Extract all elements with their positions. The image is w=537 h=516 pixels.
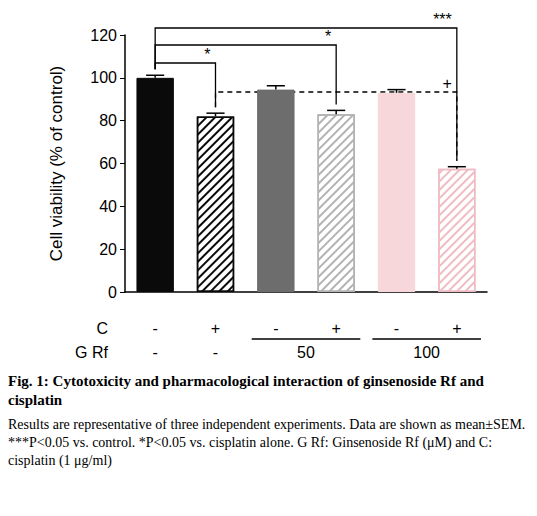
svg-text:50: 50 — [297, 344, 315, 361]
html-text:Fig. 1: Cytotoxicity and pharm: Fig. 1: Cytotoxicity and pharmacological… — [8, 373, 484, 408]
svg-text:40: 40 — [99, 198, 117, 215]
svg-text:-: - — [153, 344, 158, 361]
svg-text:100: 100 — [90, 69, 117, 86]
svg-text:*: * — [204, 46, 210, 63]
svg-text:C: C — [96, 320, 108, 337]
svg-text:+: + — [211, 320, 220, 337]
svg-text:-: - — [394, 320, 399, 337]
svg-text:0: 0 — [108, 284, 117, 301]
svg-text:20: 20 — [99, 241, 117, 258]
svg-text:-: - — [153, 320, 158, 337]
svg-text:+: + — [331, 320, 340, 337]
svg-text:100: 100 — [413, 344, 440, 361]
svg-text:Cell viability (% of control): Cell viability (% of control) — [47, 66, 66, 262]
svg-text:-: - — [273, 320, 278, 337]
svg-text:+: + — [452, 320, 461, 337]
html-text:Results are representative of: Results are representative of three inde… — [8, 416, 526, 468]
svg-text:G Rf: G Rf — [75, 344, 108, 361]
svg-text:-: - — [213, 344, 218, 361]
svg-text:***: *** — [433, 11, 452, 28]
svg-text:+: + — [442, 75, 451, 92]
svg-text:80: 80 — [99, 112, 117, 129]
svg-text:60: 60 — [99, 155, 117, 172]
svg-text:*: * — [325, 28, 331, 45]
svg-text:120: 120 — [90, 27, 117, 44]
